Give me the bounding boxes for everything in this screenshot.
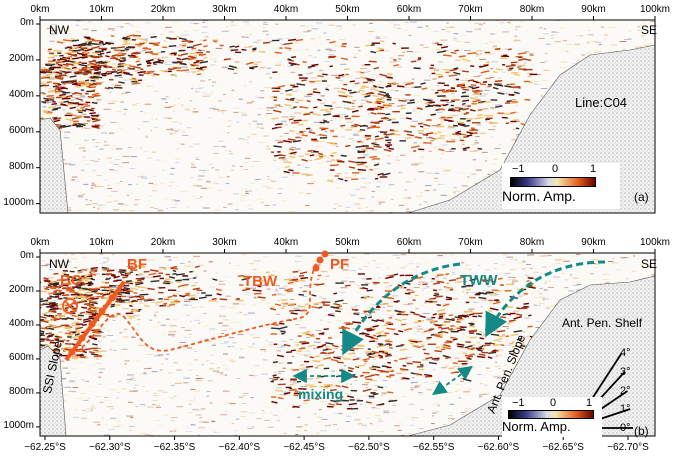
cb-a-tick-max: 1 bbox=[590, 163, 596, 175]
panel-b-colorbar: −1 0 1 Norm. Amp. bbox=[502, 397, 602, 437]
angle-1: 1° bbox=[620, 403, 631, 415]
panel-b-km-tick: 30km bbox=[212, 237, 236, 248]
panel-a-km-tick: 20km bbox=[151, 4, 175, 15]
panel-a-tag: (a) bbox=[634, 190, 649, 204]
line-label: Line:C04 bbox=[575, 95, 627, 110]
panel-b-km-tick: 60km bbox=[397, 237, 421, 248]
panel-b-km-tick: 20km bbox=[151, 237, 175, 248]
panel-a-km-tick: 50km bbox=[335, 4, 359, 15]
cb-b-tick-min: −1 bbox=[512, 397, 525, 409]
panel-b-lat-tick: −62.40°S bbox=[219, 442, 261, 453]
panel-b-km-tick: 80km bbox=[520, 237, 544, 248]
cb-a-tick-min: −1 bbox=[512, 163, 525, 175]
panel-b-lat-tick: −62.65°S bbox=[542, 442, 584, 453]
tww-label: TWW bbox=[460, 272, 497, 289]
panel-a-colorbar: −1 0 1 Norm. Amp. bbox=[502, 163, 620, 209]
panel-b-depth-tick: 800m bbox=[9, 386, 34, 397]
panel-a-depth-tick: 400m bbox=[9, 89, 34, 100]
panel-a-km-tick: 80km bbox=[520, 4, 544, 15]
panel-a-km-tick: 0km bbox=[31, 4, 50, 15]
panel-b-depth-tick: 1000m bbox=[3, 420, 34, 431]
panel-a-km-tick: 70km bbox=[458, 4, 482, 15]
panel-a-km-tick: 100km bbox=[640, 4, 670, 15]
panel-b-lat-tick: −62.45°S bbox=[283, 442, 325, 453]
panel-b-depth-tick: 600m bbox=[9, 352, 34, 363]
ant-pen-shelf-label: Ant. Pen. Shelf bbox=[562, 316, 642, 330]
cb-b-tick-mid: 0 bbox=[550, 397, 556, 409]
panel-b-km-tick: 90km bbox=[581, 237, 605, 248]
panel-b-lat-tick: −62.60°S bbox=[478, 442, 520, 453]
panel-b-km-tick: 40km bbox=[274, 237, 298, 248]
cb-b-gradient bbox=[508, 410, 594, 419]
panel-b-km-tick: 100km bbox=[640, 237, 670, 248]
panel-a-se-label: SE bbox=[641, 23, 657, 37]
panel-a-depth-tick: 200m bbox=[9, 53, 34, 64]
panel-b-km-tick: 10km bbox=[89, 237, 113, 248]
panel-a-depth-tick: 600m bbox=[9, 125, 34, 136]
panel-a-km-tick: 90km bbox=[581, 4, 605, 15]
cb-a-gradient bbox=[510, 177, 596, 187]
cb-a-label: Norm. Amp. bbox=[502, 188, 576, 204]
panel-a-km-tick: 10km bbox=[89, 4, 113, 15]
cb-b-tick-max: 1 bbox=[586, 397, 592, 409]
panel-a-km-tick: 60km bbox=[397, 4, 421, 15]
panel-b-lat-tick: −62.55°S bbox=[413, 442, 455, 453]
panel-b-km-tick: 50km bbox=[335, 237, 359, 248]
panel-b-depth-tick: 0m bbox=[20, 250, 34, 261]
panel-b-lat-tick: −62.30°S bbox=[89, 442, 131, 453]
panel-b-tag: (b) bbox=[634, 424, 649, 438]
panel-a-depth-tick: 800m bbox=[9, 161, 34, 172]
panel-b-nw-label: NW bbox=[49, 257, 69, 271]
panel-b-lat-tick: −62.70°S bbox=[607, 442, 649, 453]
angle-0: 0° bbox=[620, 422, 631, 434]
bc-label: BC bbox=[60, 272, 82, 289]
panel-a-km-tick: 30km bbox=[212, 4, 236, 15]
panel-b-lat-tick: −62.35°S bbox=[154, 442, 196, 453]
panel-b-lat-tick: −62.50°S bbox=[348, 442, 390, 453]
bf-label: BF bbox=[127, 256, 147, 273]
angle-4: 4° bbox=[620, 347, 631, 359]
cb-a-tick-mid: 0 bbox=[552, 163, 558, 175]
tbw-label: TBW bbox=[243, 273, 277, 290]
panel-a-km-tick: 40km bbox=[274, 4, 298, 15]
panel-a-depth-tick: 0m bbox=[20, 17, 34, 28]
panel-b-depth-tick: 200m bbox=[9, 284, 34, 295]
panel-b-lat-tick: −62.25°S bbox=[24, 442, 66, 453]
cb-b-label: Norm. Amp. bbox=[502, 419, 571, 434]
angle-2: 2° bbox=[620, 385, 631, 397]
panel-b-se-label: SE bbox=[641, 257, 657, 271]
pf-label: PF bbox=[330, 256, 349, 273]
panel-a-nw-label: NW bbox=[49, 23, 69, 37]
angle-3: 3° bbox=[620, 366, 631, 378]
panel-b-km-tick: 70km bbox=[458, 237, 482, 248]
mixing-label: mixing bbox=[298, 386, 343, 402]
panel-b-km-tick: 0km bbox=[31, 237, 50, 248]
panel-a-depth-tick: 1000m bbox=[3, 197, 34, 208]
panel-b-depth-tick: 400m bbox=[9, 318, 34, 329]
